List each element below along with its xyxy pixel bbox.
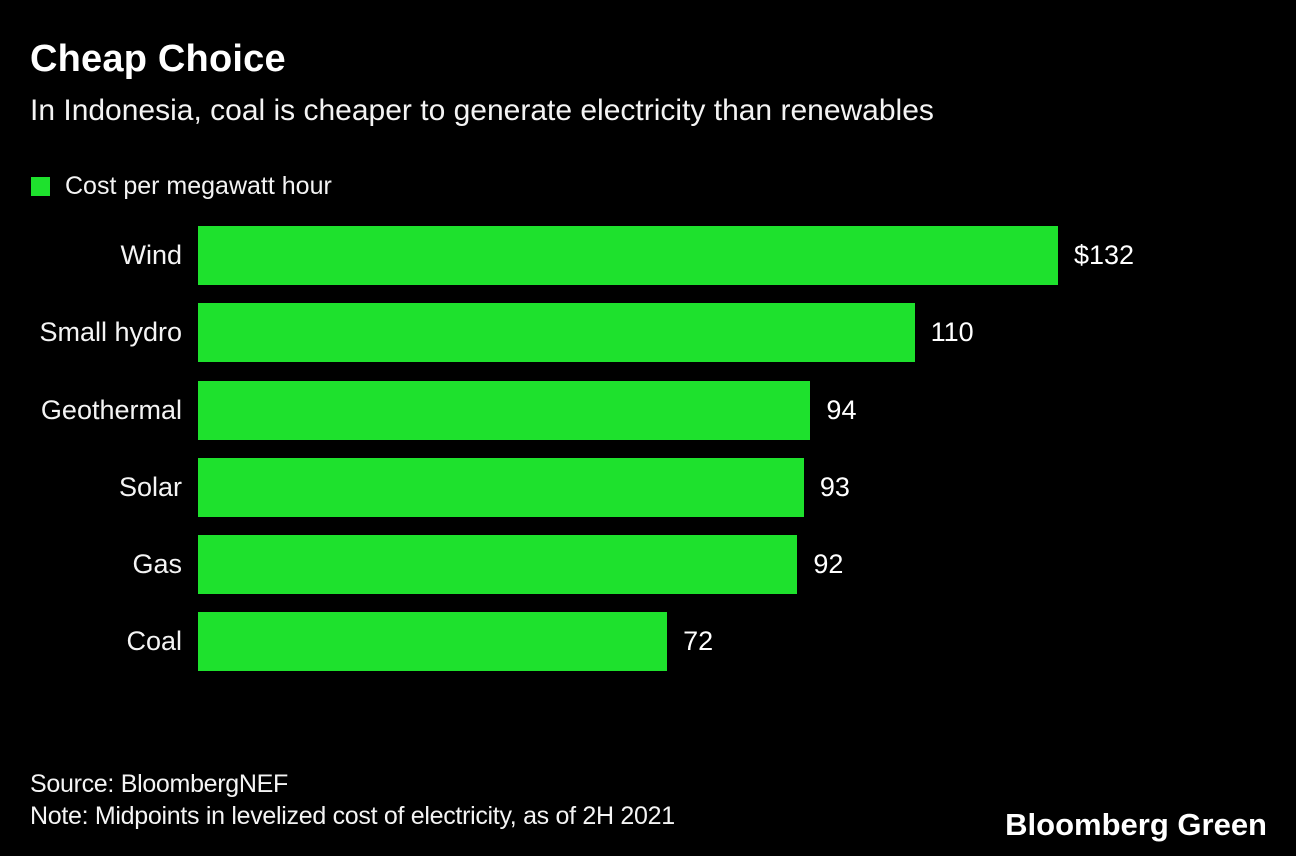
chart-title: Cheap Choice <box>30 38 286 80</box>
bar-chart: Wind $132 Small hydro 110 Geothermal 94 … <box>0 226 1296 672</box>
category-label: Geothermal <box>40 394 182 425</box>
value-label: 92 <box>813 549 844 580</box>
bloomberg-green-logo: Bloomberg Green <box>1005 807 1267 842</box>
chart-row: Solar 93 <box>0 457 1296 517</box>
category-label: Wind <box>120 240 182 270</box>
value-label: $132 <box>1074 240 1135 270</box>
chart-row: Geothermal 94 <box>0 380 1296 440</box>
value-label: 94 <box>826 394 857 425</box>
value-label: 110 <box>930 317 974 348</box>
legend-label: Cost per megawatt hour <box>65 172 332 200</box>
source-line: Source: BloombergNEF <box>30 770 289 798</box>
legend-swatch-icon <box>31 177 50 196</box>
chart-row: Gas 92 <box>0 535 1296 595</box>
value-bar <box>198 303 915 363</box>
chart-row: Coal 72 <box>0 612 1296 672</box>
value-bar <box>198 535 798 595</box>
value-bar <box>198 226 1058 285</box>
note-line: Note: Midpoints in levelized cost of ele… <box>30 802 675 830</box>
value-label: 72 <box>683 626 714 657</box>
value-bar <box>198 612 668 672</box>
chart-subtitle: In Indonesia, coal is cheaper to generat… <box>30 94 934 127</box>
value-bar <box>198 380 811 440</box>
category-label: Coal <box>126 626 182 657</box>
legend: Cost per megawatt hour <box>31 172 332 201</box>
chart-row: Wind $132 <box>0 226 1296 285</box>
category-label: Small hydro <box>39 317 182 348</box>
footer: Source: BloombergNEF Note: Midpoints in … <box>30 768 675 832</box>
category-label: Gas <box>132 549 182 580</box>
value-bar <box>198 457 804 517</box>
value-label: 93 <box>819 471 850 502</box>
category-label: Solar <box>118 471 182 502</box>
chart-row: Small hydro 110 <box>0 303 1296 363</box>
